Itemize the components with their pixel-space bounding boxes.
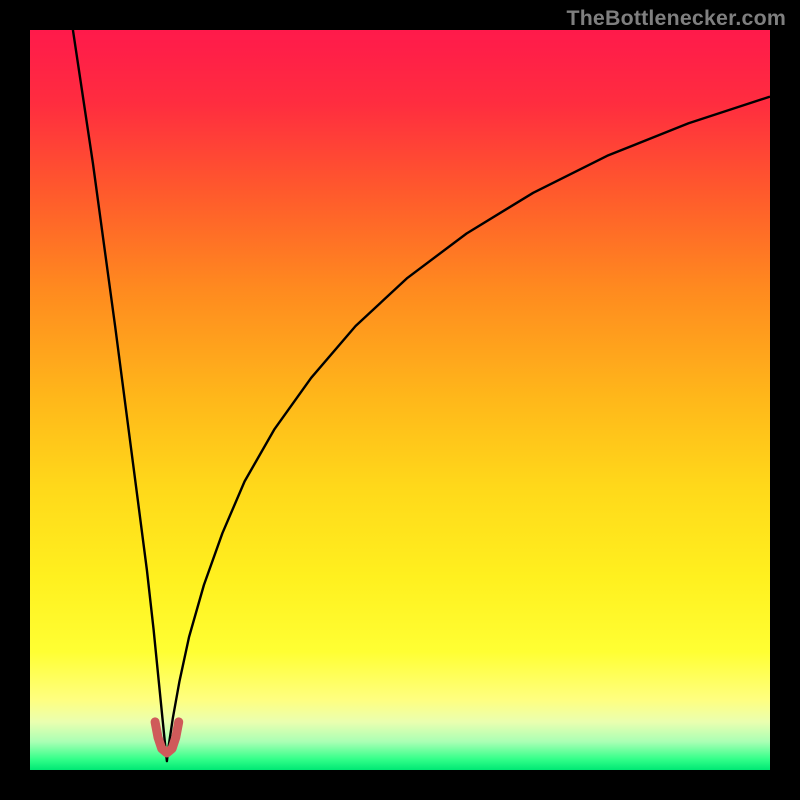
curve-layer [30, 30, 770, 770]
minimum-marker [155, 722, 179, 753]
attribution-text: TheBottlenecker.com [566, 6, 786, 31]
chart-stage: TheBottlenecker.com [0, 0, 800, 800]
bottleneck-curve [73, 30, 770, 761]
plot-frame [30, 30, 770, 770]
